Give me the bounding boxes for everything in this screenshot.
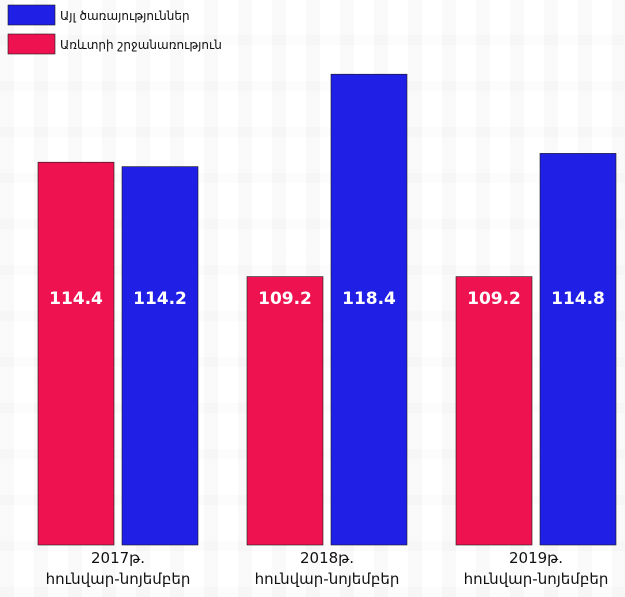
- legend-label-1: Այլ ծառայություններ: [60, 9, 190, 23]
- category-label-0-line-1: հունվար-նոյեմբեր: [46, 570, 191, 588]
- bar-s0-c0: [37, 161, 115, 546]
- bar-s1-c2: [539, 153, 617, 546]
- category-label-2-line-1: հունվար-նոյեմբեր: [464, 570, 609, 588]
- value-label-s1-c1: 118.4: [342, 289, 396, 309]
- category-label-1-line-0: 2018թ.: [300, 549, 354, 567]
- bar-s1-c1: [330, 73, 408, 546]
- legend-swatch-1: [7, 4, 56, 26]
- legend-label-0: Առևտրի շրջանառություն: [60, 38, 222, 52]
- value-label-s0-c2: 109.2: [467, 289, 521, 309]
- category-label-0-line-0: 2017թ.: [91, 549, 145, 567]
- bar-s0-c2: [455, 276, 533, 546]
- legend-swatch-0: [7, 33, 56, 55]
- category-label-1-line-1: հունվար-նոյեմբեր: [255, 570, 400, 588]
- category-label-2-line-0: 2019թ.: [509, 549, 563, 567]
- value-label-s1-c0: 114.2: [133, 289, 187, 309]
- value-label-s0-c1: 109.2: [258, 289, 312, 309]
- bar-s1-c0: [121, 166, 199, 546]
- value-label-s1-c2: 114.8: [551, 289, 605, 309]
- value-label-s0-c0: 114.4: [49, 289, 103, 309]
- bar-s0-c1: [246, 276, 324, 546]
